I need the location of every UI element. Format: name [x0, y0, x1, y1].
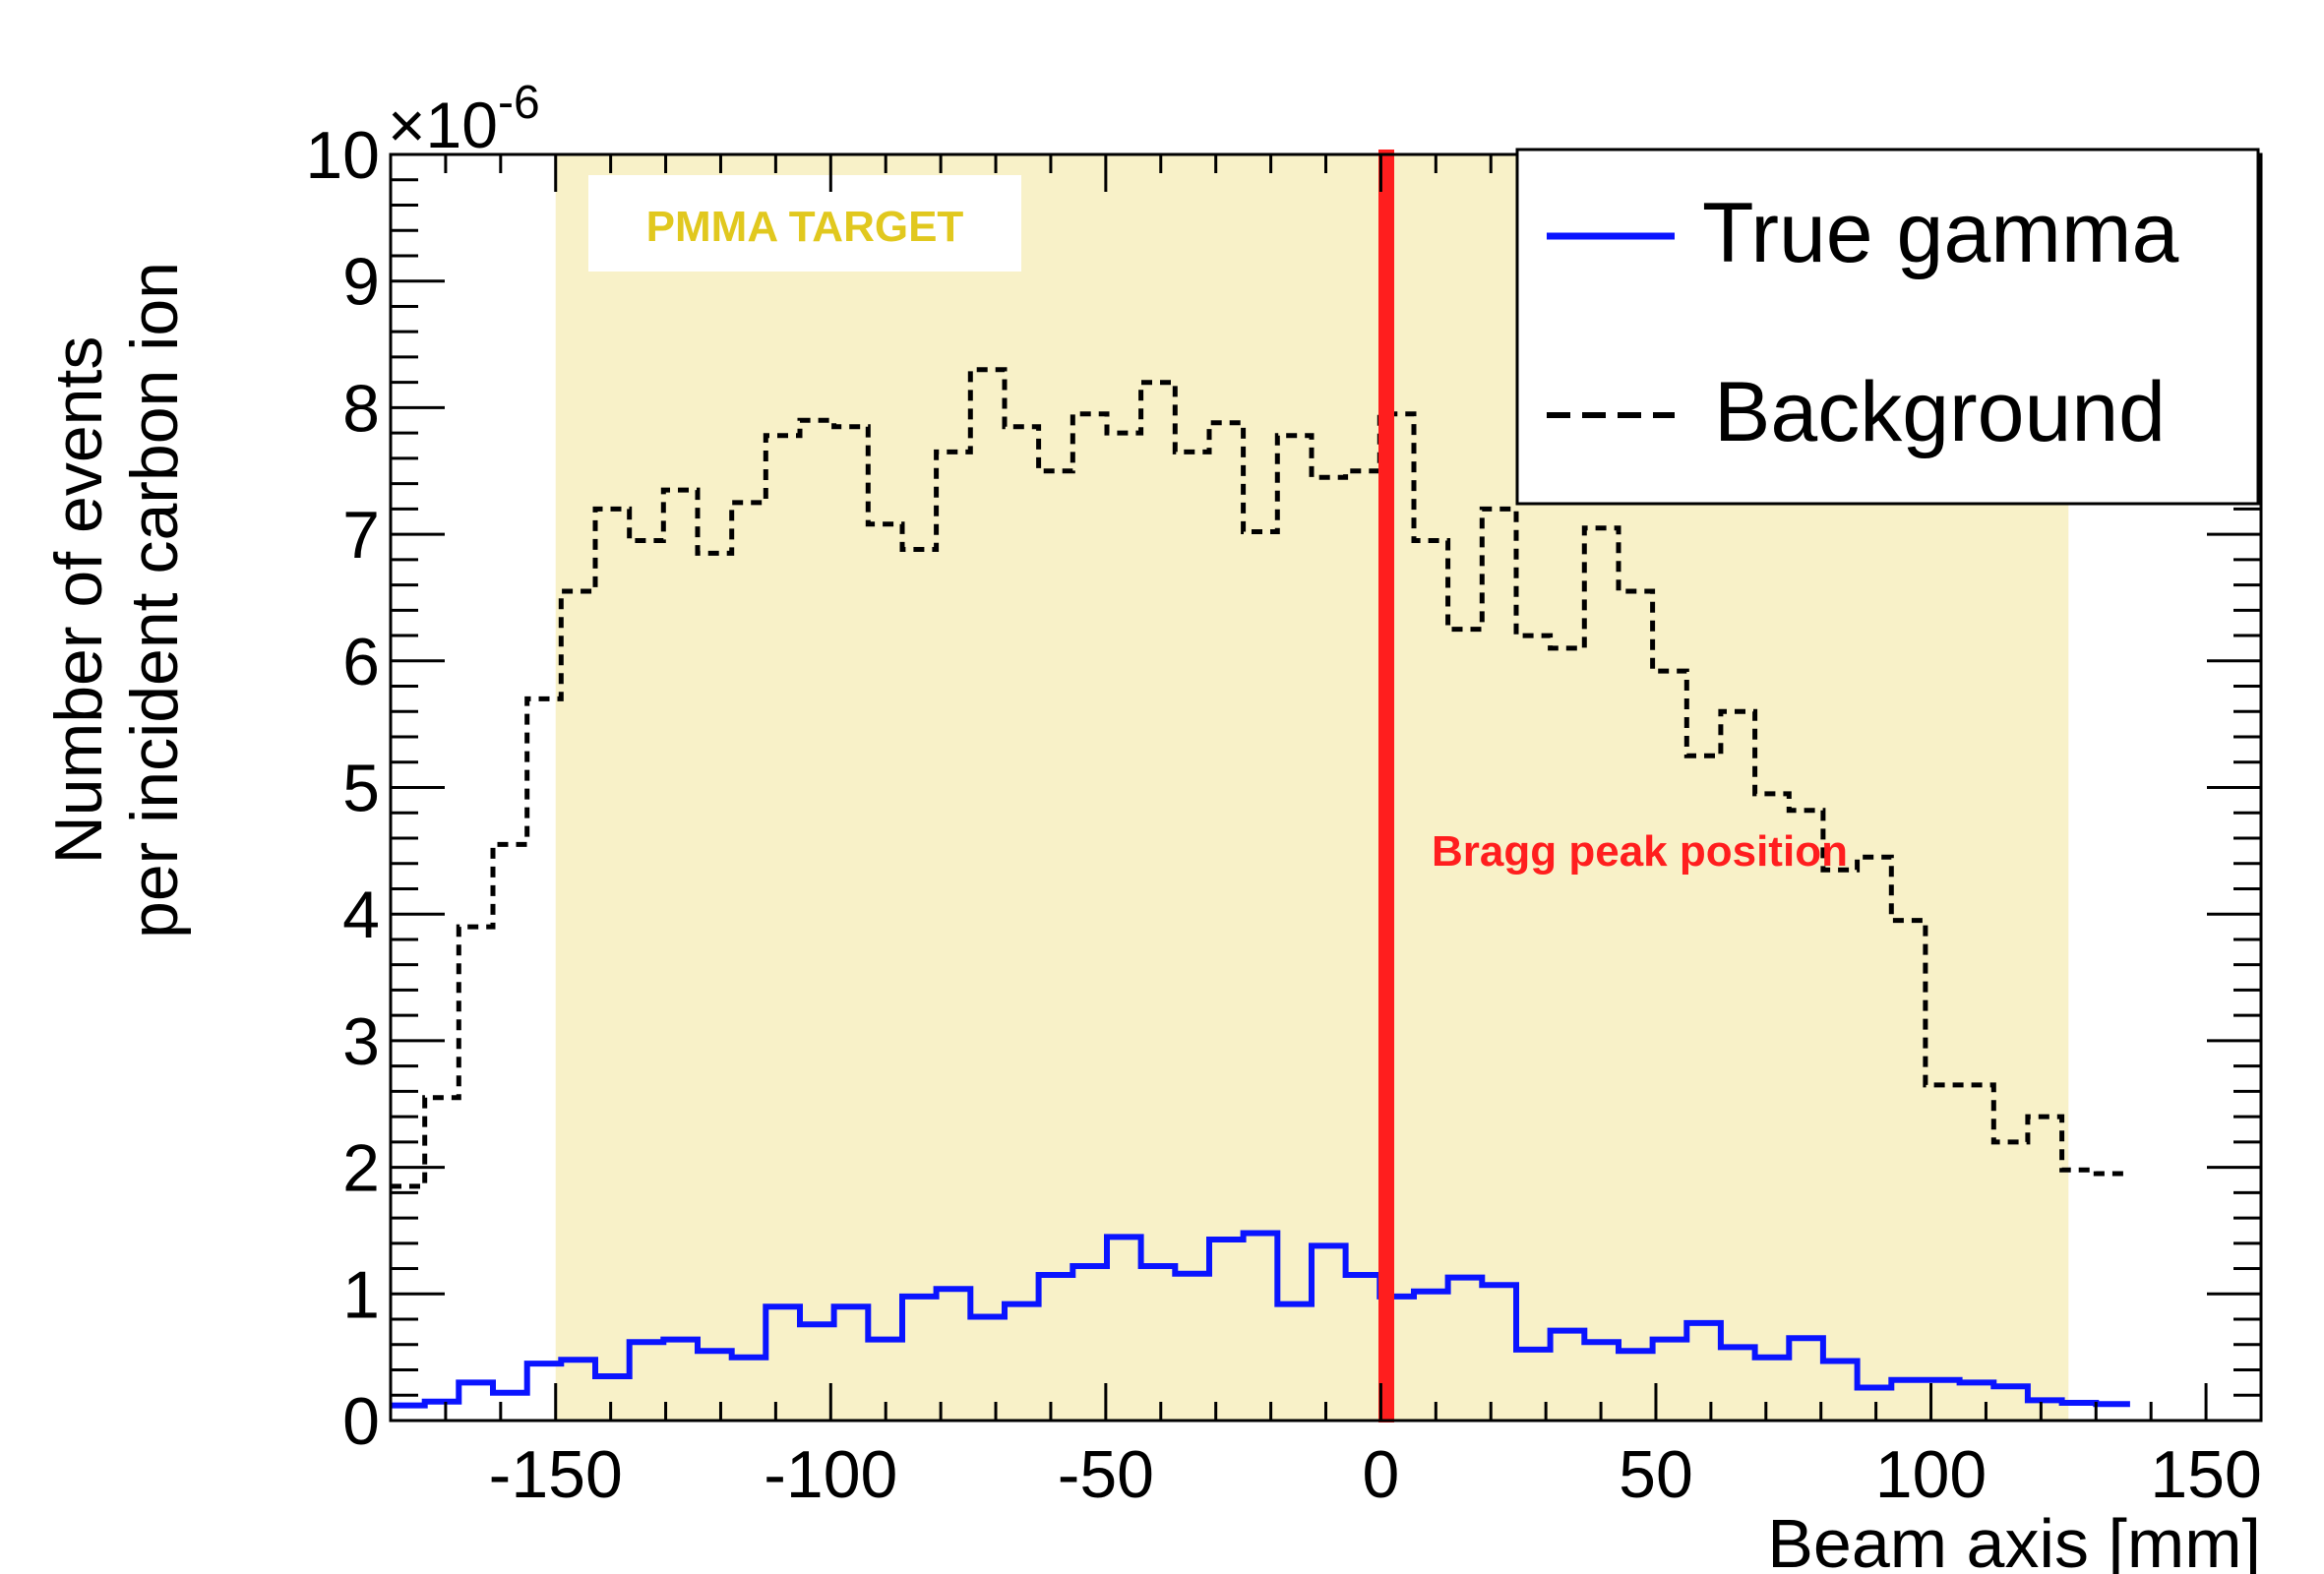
- y-tick-label: 5: [342, 752, 380, 826]
- x-tick-label: 150: [2150, 1437, 2261, 1512]
- series-group: [391, 367, 2130, 1409]
- y-axis-title-line2: per incident carbon ion: [117, 262, 192, 938]
- y-tick-label: 2: [342, 1131, 380, 1206]
- x-tick-label: -50: [1058, 1437, 1154, 1512]
- legend-label-background: Background: [1714, 365, 2166, 459]
- x-tick-label: -150: [489, 1437, 623, 1512]
- x-tick-label: 50: [1619, 1437, 1693, 1512]
- target-label-box: [588, 175, 1021, 272]
- legend-label-true-gamma: True gamma: [1702, 186, 2178, 280]
- y-tick-label: 8: [342, 371, 380, 446]
- target-label: PMMA TARGET: [646, 203, 964, 251]
- x-tick-label: -100: [764, 1437, 897, 1512]
- y-tick-label: 4: [342, 878, 380, 952]
- y-tick-label: 9: [342, 245, 380, 320]
- legend-box: [1515, 148, 2260, 506]
- y-tick-label: 3: [342, 1004, 380, 1079]
- bragg-peak-group: Bragg peak position: [1378, 150, 1848, 1423]
- legend: True gamma Background: [1515, 148, 2260, 506]
- x-axis-title: Beam axis [mm]: [1767, 1505, 2261, 1574]
- series-line-true-gamma: [391, 1230, 2130, 1409]
- x-tick-label: 0: [1362, 1437, 1399, 1512]
- series-line-background: [391, 367, 2130, 1189]
- y-axis-title-line1: Number of events: [41, 336, 116, 865]
- y-tick-label: 0: [342, 1384, 380, 1459]
- y-tick-label: 6: [342, 625, 380, 699]
- x-tick-label: 100: [1875, 1437, 1987, 1512]
- bragg-peak-label: Bragg peak position: [1432, 827, 1848, 876]
- y-tick-label: 10: [305, 118, 380, 193]
- labels-group: -150 -100 -50 0 50 100 150 0 1 2 3 4 5 6 7 8 9 10 ×10-6 Bea…: [41, 77, 2262, 1574]
- y-tick-label: 1: [342, 1257, 380, 1332]
- y-tick-label: 7: [342, 498, 380, 573]
- y-axis-multiplier: ×10-6: [388, 77, 540, 161]
